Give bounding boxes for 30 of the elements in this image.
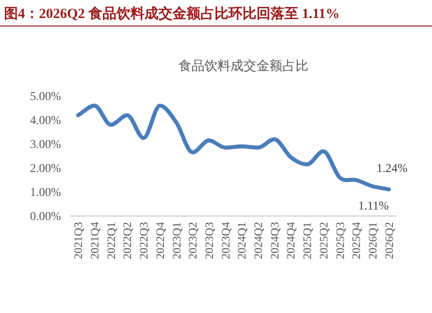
x-tick-label: 2026Q1 xyxy=(367,222,380,260)
x-tick-label: 2024Q1 xyxy=(236,222,249,260)
x-tick-label: 2025Q4 xyxy=(351,222,364,260)
x-tick-label: 2023Q3 xyxy=(204,222,216,260)
y-tick-label: 1.00% xyxy=(30,185,61,199)
x-tick-label: 2023Q4 xyxy=(220,222,232,260)
x-tick-label: 2024Q4 xyxy=(286,222,298,260)
x-tick-label: 2024Q2 xyxy=(253,222,266,260)
x-tick-label: 2022Q4 xyxy=(154,222,167,260)
x-tick-label: 2022Q3 xyxy=(138,222,151,260)
x-tick-label: 2023Q1 xyxy=(171,222,184,260)
x-tick-label: 2022Q1 xyxy=(106,222,118,260)
x-tick-label: 2023Q2 xyxy=(188,222,200,260)
y-tick-label: 4.00% xyxy=(30,113,61,127)
x-tick-label: 2025Q1 xyxy=(302,222,314,260)
y-tick-label: 0.00% xyxy=(30,209,61,223)
y-tick-label: 2.00% xyxy=(30,161,61,175)
x-tick-label: 2025Q3 xyxy=(334,222,347,260)
data-label: 1.24% xyxy=(376,161,408,176)
chart-title: 图4：2026Q2 食品饮料成交金额占比环比回落至 1.11% xyxy=(4,5,340,22)
data-label: 1.11% xyxy=(358,198,389,212)
x-tick-label: 2021Q3 xyxy=(73,222,86,260)
x-tick-label: 2025Q2 xyxy=(318,222,330,260)
x-tick-label: 2021Q4 xyxy=(90,222,102,260)
x-tick-label: 2024Q3 xyxy=(269,222,282,260)
x-tick-label: 2022Q2 xyxy=(122,222,134,260)
y-tick-label: 3.00% xyxy=(30,137,61,151)
y-tick-label: 5.00% xyxy=(30,89,61,103)
x-tick-label: 2026Q2 xyxy=(384,222,396,260)
chart-subtitle: 食品饮料成交金额占比 xyxy=(178,58,308,73)
